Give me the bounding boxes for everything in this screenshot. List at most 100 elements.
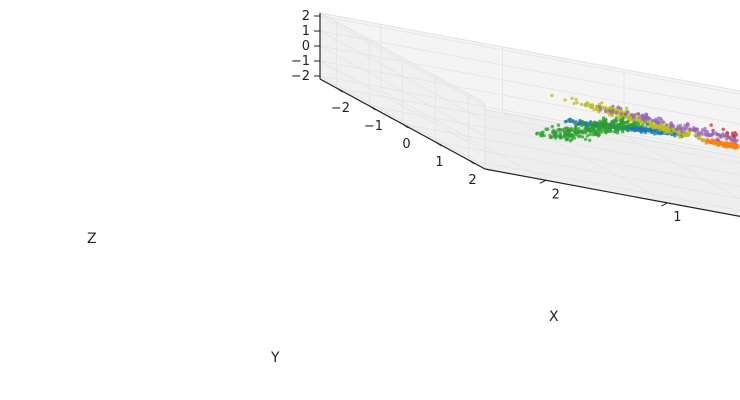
floor-gridline-y — [402, 123, 740, 188]
point-purple — [638, 115, 642, 119]
point-purple — [730, 134, 734, 139]
y-tick-label: 0 — [402, 137, 410, 152]
point-olive — [669, 131, 674, 135]
point-green — [616, 123, 621, 127]
point-purple — [650, 118, 654, 123]
point-olive — [574, 97, 578, 102]
point-green — [591, 132, 595, 137]
point-purple — [643, 119, 647, 123]
y-tick-label: −2 — [331, 101, 350, 116]
point-green — [591, 129, 596, 133]
point-green — [567, 129, 571, 133]
point-purple — [611, 104, 615, 109]
cluster-purple — [597, 104, 739, 144]
point-purple — [626, 110, 630, 114]
point-olive — [618, 115, 623, 119]
point-purple — [604, 109, 608, 114]
point-green — [572, 136, 576, 140]
point-purple — [632, 115, 636, 120]
left-gridline-z — [319, 45, 486, 137]
point-green — [580, 130, 584, 134]
point-green — [608, 125, 612, 129]
point-green — [645, 122, 650, 126]
point-green — [601, 118, 605, 123]
point-olive — [666, 130, 670, 134]
point-purple — [722, 133, 727, 138]
point-purple — [686, 123, 690, 128]
point-green — [590, 124, 595, 129]
point-green — [597, 124, 601, 129]
point-olive — [613, 107, 618, 111]
point-green — [546, 127, 550, 131]
point-purple — [629, 112, 634, 117]
point-green — [594, 132, 598, 136]
point-purple — [644, 112, 648, 116]
point-green — [554, 136, 558, 140]
y-tick-mark — [435, 141, 442, 147]
point-green — [554, 130, 558, 134]
point-green — [613, 130, 617, 134]
point-olive — [663, 130, 667, 135]
point-green — [630, 124, 635, 128]
point-blue — [630, 126, 634, 131]
back-gridline-z — [319, 30, 740, 110]
point-green — [601, 124, 605, 129]
point-purple — [715, 137, 719, 141]
point-orange — [708, 140, 712, 145]
y-tick-label: −1 — [364, 119, 383, 134]
point-purple — [716, 132, 721, 137]
x-tick-mark — [661, 202, 668, 207]
point-blue — [572, 121, 576, 125]
point-olive — [625, 106, 629, 110]
point-orange — [704, 141, 709, 145]
point-green — [586, 127, 590, 132]
point-green — [587, 122, 591, 127]
point-olive — [563, 98, 567, 102]
y-tick-mark — [336, 87, 343, 93]
point-green — [640, 123, 645, 128]
point-purple — [676, 124, 680, 128]
point-purple — [727, 135, 731, 140]
point-green — [610, 121, 614, 125]
point-orange — [713, 140, 717, 145]
point-green — [565, 133, 570, 137]
point-green — [620, 123, 624, 128]
point-green — [600, 127, 605, 132]
point-purple — [618, 106, 623, 111]
point-purple — [655, 119, 660, 123]
point-green — [572, 133, 576, 138]
point-green — [539, 131, 543, 135]
x-tick-label: 2 — [552, 187, 560, 202]
grid-lines — [319, 15, 740, 211]
point-purple — [714, 131, 718, 135]
point-green — [556, 123, 561, 127]
point-red — [733, 131, 737, 135]
point-blue — [646, 127, 650, 131]
point-green — [585, 134, 590, 138]
point-green — [598, 127, 602, 132]
point-olive — [575, 101, 579, 105]
point-purple — [597, 105, 602, 109]
point-olive — [550, 93, 554, 98]
left-gridline-z — [319, 60, 486, 152]
point-orange — [736, 144, 740, 148]
point-purple — [636, 112, 641, 116]
point-green — [561, 128, 565, 132]
point-green — [548, 133, 552, 138]
point-olive — [663, 126, 667, 130]
point-green — [568, 119, 573, 123]
point-green — [564, 126, 569, 130]
point-green — [597, 132, 601, 137]
point-green — [580, 120, 585, 124]
point-green — [574, 127, 578, 131]
point-orange — [730, 142, 734, 146]
point-green — [583, 137, 588, 141]
floor-gridline-y — [468, 159, 740, 211]
point-green — [636, 122, 641, 126]
point-green — [551, 135, 555, 139]
point-green — [609, 129, 613, 133]
point-green — [579, 123, 584, 128]
y-tick-mark — [468, 159, 475, 165]
point-olive — [572, 101, 576, 106]
point-blue — [636, 128, 640, 132]
